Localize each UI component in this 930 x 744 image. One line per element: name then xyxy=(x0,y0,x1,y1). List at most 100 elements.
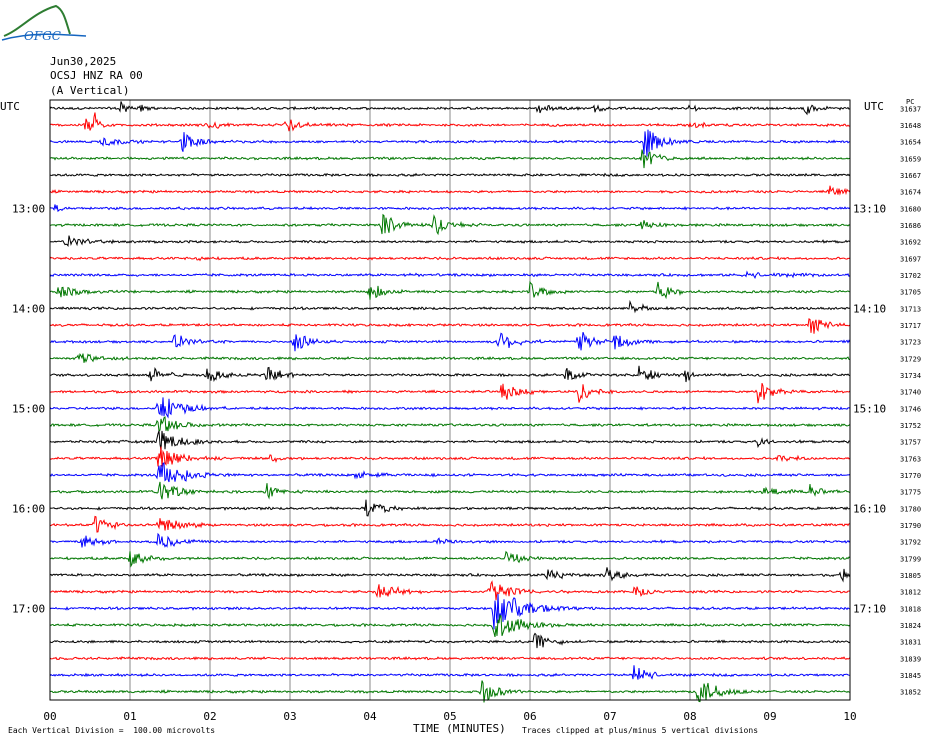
trace-row xyxy=(49,280,851,300)
x-tick-label: 07 xyxy=(603,710,616,723)
right-utc-label: UTC xyxy=(864,100,884,113)
row-value: 31659 xyxy=(900,155,921,163)
row-value: 31697 xyxy=(900,255,921,263)
trace-row xyxy=(49,632,851,649)
trace-row xyxy=(49,318,851,334)
right-time-label: 17:10 xyxy=(853,602,886,615)
logo-text: OFGC xyxy=(24,29,61,43)
row-value: 31770 xyxy=(900,472,921,480)
trace-row xyxy=(49,416,851,433)
right-time-label: 16:10 xyxy=(853,502,886,515)
trace-row xyxy=(49,172,851,178)
trace-row xyxy=(49,397,851,419)
left-time-labels: 13:00 14:00 15:00 16:00 17:00 xyxy=(12,202,45,615)
trace-row xyxy=(49,481,851,500)
right-time-label: 15:10 xyxy=(853,402,886,415)
header-date: Jun30,2025 xyxy=(50,55,117,68)
trace-row xyxy=(49,499,851,517)
trace-row xyxy=(49,235,851,248)
trace-row xyxy=(49,656,851,661)
row-value: 31637 xyxy=(900,105,921,113)
row-value: 31723 xyxy=(900,339,921,347)
left-time-label: 15:00 xyxy=(12,402,45,415)
row-value: 31648 xyxy=(900,122,921,130)
row-value: 31775 xyxy=(900,489,921,497)
trace-row xyxy=(49,101,851,116)
row-value: 31805 xyxy=(900,572,921,580)
header-station: OCSJ HNZ RA 00 xyxy=(50,69,143,82)
row-value: 31686 xyxy=(900,222,921,230)
logo-underline xyxy=(1,33,87,41)
clip-note: Traces clipped at plus/minus 5 vertical … xyxy=(522,726,759,735)
left-time-label: 14:00 xyxy=(12,302,45,315)
grid xyxy=(129,100,771,700)
row-value: 31680 xyxy=(900,205,921,213)
row-value: 31717 xyxy=(900,322,921,330)
row-value: 31790 xyxy=(900,522,921,530)
scale-note: Each Vertical Division = 100.00 microvol… xyxy=(8,726,216,735)
row-value: 31824 xyxy=(900,622,921,630)
trace-row xyxy=(49,462,851,483)
trace-row xyxy=(50,332,851,352)
row-value: 31763 xyxy=(900,455,921,463)
row-value: 31757 xyxy=(900,439,921,447)
trace-row xyxy=(49,129,851,157)
trace-row xyxy=(50,213,851,236)
row-value: 31746 xyxy=(900,405,921,413)
x-tick-label: 01 xyxy=(123,710,136,723)
row-value: 31654 xyxy=(900,139,921,147)
trace-row xyxy=(49,255,851,262)
trace-row xyxy=(49,149,851,169)
x-axis-title: TIME (MINUTES) xyxy=(413,722,506,735)
plot-frame xyxy=(49,99,851,701)
row-value: 31812 xyxy=(900,589,921,597)
row-value: 31799 xyxy=(900,555,921,563)
x-tick-label: 03 xyxy=(283,710,296,723)
x-tick-label: 09 xyxy=(763,710,776,723)
x-tick-label: 06 xyxy=(523,710,536,723)
row-values: 31637 31648 31654 31659 31667 31674 31680 31686… xyxy=(900,105,921,696)
row-value: 31852 xyxy=(900,689,921,697)
x-tick-label: 10 xyxy=(843,710,856,723)
right-time-labels: 13:10 14:10 15:10 16:10 17:10 xyxy=(853,202,886,615)
x-tick-label: 08 xyxy=(683,710,696,723)
trace-row xyxy=(49,353,851,363)
row-value: 31734 xyxy=(900,372,921,380)
x-tick-labels: 00 01 02 03 04 05 06 07 08 09 10 xyxy=(43,710,856,723)
trace-row xyxy=(49,299,851,314)
right-column-header: PC xyxy=(906,98,914,106)
trace-row xyxy=(49,593,851,630)
trace-row xyxy=(49,580,851,601)
row-value: 31740 xyxy=(900,389,921,397)
left-time-label: 16:00 xyxy=(12,502,45,515)
trace-row xyxy=(49,204,851,213)
trace-row xyxy=(49,430,851,451)
x-tick-label: 00 xyxy=(43,710,56,723)
row-value: 31667 xyxy=(900,172,921,180)
trace-row xyxy=(49,680,850,703)
row-value: 31729 xyxy=(900,355,921,363)
trace-row xyxy=(49,550,851,568)
left-time-label: 13:00 xyxy=(12,202,45,215)
row-value: 31839 xyxy=(900,655,921,663)
trace-row xyxy=(49,270,851,279)
trace-row xyxy=(49,446,851,467)
x-tick-label: 05 xyxy=(443,710,456,723)
row-value: 31713 xyxy=(900,305,921,313)
row-value: 31752 xyxy=(900,422,921,430)
row-value: 31818 xyxy=(900,605,921,613)
trace-row xyxy=(49,383,851,404)
header-component: (A Vertical) xyxy=(50,84,130,97)
row-value: 31831 xyxy=(900,639,921,647)
trace-row xyxy=(49,185,851,196)
logo-swoosh xyxy=(3,4,71,37)
row-value: 31702 xyxy=(900,272,921,280)
row-value: 31692 xyxy=(900,239,921,247)
trace-row xyxy=(49,614,851,638)
row-value: 31705 xyxy=(900,289,921,297)
trace-row xyxy=(49,665,851,680)
trace-row xyxy=(49,515,851,533)
trace-row xyxy=(49,567,851,583)
traces xyxy=(49,101,851,703)
